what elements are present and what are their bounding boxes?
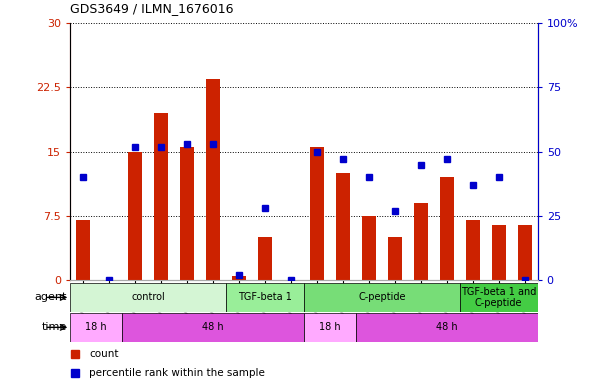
Bar bbox=[128, 152, 142, 280]
Text: GDS3649 / ILMN_1676016: GDS3649 / ILMN_1676016 bbox=[70, 2, 234, 15]
Text: control: control bbox=[131, 292, 165, 303]
Bar bbox=[492, 225, 506, 280]
Text: 48 h: 48 h bbox=[202, 322, 224, 333]
Text: 48 h: 48 h bbox=[436, 322, 458, 333]
Bar bbox=[258, 237, 272, 280]
Text: percentile rank within the sample: percentile rank within the sample bbox=[89, 368, 265, 378]
Bar bbox=[232, 276, 246, 280]
Bar bbox=[226, 283, 304, 312]
Bar bbox=[180, 147, 194, 280]
Bar bbox=[440, 177, 454, 280]
Text: TGF-beta 1 and
C-peptide: TGF-beta 1 and C-peptide bbox=[461, 286, 536, 308]
Text: 18 h: 18 h bbox=[86, 322, 107, 333]
Bar bbox=[70, 313, 122, 342]
Bar bbox=[414, 203, 428, 280]
Bar bbox=[459, 283, 538, 312]
Text: C-peptide: C-peptide bbox=[358, 292, 406, 303]
Text: TGF-beta 1: TGF-beta 1 bbox=[238, 292, 292, 303]
Bar bbox=[304, 313, 356, 342]
Bar bbox=[336, 173, 350, 280]
Text: 18 h: 18 h bbox=[319, 322, 341, 333]
Bar bbox=[206, 79, 220, 280]
Bar bbox=[70, 283, 226, 312]
Bar bbox=[362, 216, 376, 280]
Bar bbox=[76, 220, 90, 280]
Bar bbox=[304, 283, 459, 312]
Bar bbox=[356, 313, 538, 342]
Bar bbox=[466, 220, 480, 280]
Bar bbox=[122, 313, 304, 342]
Text: time: time bbox=[42, 322, 67, 333]
Bar bbox=[518, 225, 532, 280]
Text: count: count bbox=[89, 349, 119, 359]
Bar bbox=[310, 147, 324, 280]
Bar bbox=[154, 113, 168, 280]
Text: agent: agent bbox=[35, 292, 67, 303]
Bar bbox=[388, 237, 402, 280]
